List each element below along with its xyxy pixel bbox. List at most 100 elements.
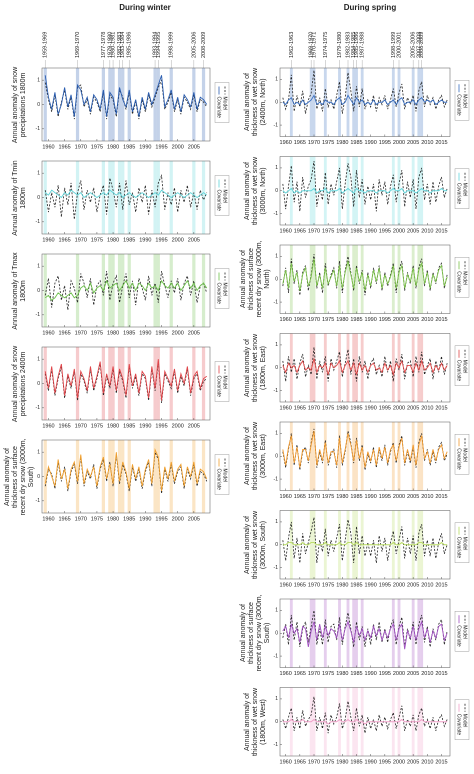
x-tick-label: 1960 xyxy=(280,671,292,677)
covariate-line xyxy=(282,187,448,194)
x-tick-label: 2005 xyxy=(407,140,419,146)
x-tick-label: 1990 xyxy=(365,405,377,411)
highlight-band xyxy=(309,510,313,579)
highlight-band xyxy=(121,440,125,513)
x-tick-label: 2010 xyxy=(421,228,433,234)
x-tick-label: 1965 xyxy=(294,140,306,146)
x-tick-label: 1985 xyxy=(350,317,362,323)
covariate-line xyxy=(44,189,208,199)
y-tick-label: -1 xyxy=(274,742,279,748)
period-label: 2005-2006 xyxy=(191,32,197,58)
x-tick-label: 1960 xyxy=(42,516,54,522)
highlight-band xyxy=(156,161,160,234)
legend-label: Covariate xyxy=(456,448,462,470)
x-tick-label: 2000 xyxy=(172,144,184,150)
highlight-band xyxy=(169,254,173,327)
highlight-band xyxy=(323,245,327,314)
x-tick-label: 2010 xyxy=(421,582,433,588)
highlight-band xyxy=(127,254,131,327)
highlight-band xyxy=(101,161,105,234)
x-tick-label: 2015 xyxy=(435,582,447,588)
x-tick-label: 1980 xyxy=(107,144,119,150)
highlight-band xyxy=(121,68,125,141)
column-title: During spring xyxy=(344,3,397,12)
x-tick-label: 1965 xyxy=(294,317,306,323)
x-tick-label: 2010 xyxy=(421,405,433,411)
x-tick-label: 1980 xyxy=(336,759,348,765)
highlight-band xyxy=(312,687,316,756)
highlight-band xyxy=(323,510,327,579)
highlight-band xyxy=(108,440,112,513)
highlight-band xyxy=(101,347,105,420)
x-tick-label: 2015 xyxy=(435,405,447,411)
x-tick-label: 1985 xyxy=(123,144,135,150)
x-tick-label: 1970 xyxy=(75,516,87,522)
y-tick-label: -1 xyxy=(274,122,279,128)
period-label: 2007-2008 xyxy=(416,32,422,58)
legend-label: Model xyxy=(462,271,468,285)
highlight-band xyxy=(169,347,173,420)
highlight-band xyxy=(352,333,356,402)
highlight-band xyxy=(192,254,196,327)
highlight-band xyxy=(75,347,80,420)
highlight-band xyxy=(411,599,415,668)
x-tick-label: 1970 xyxy=(75,237,87,243)
period-label: 1974-1975 xyxy=(323,32,329,58)
x-tick-label: 1980 xyxy=(107,237,119,243)
highlight-band xyxy=(397,422,401,491)
plot-frame xyxy=(41,439,211,514)
x-tick-label: 2005 xyxy=(407,228,419,234)
y-tick-label: 0 xyxy=(37,381,40,387)
highlight-band xyxy=(153,161,157,234)
highlight-band xyxy=(391,245,395,314)
x-tick-label: 1985 xyxy=(350,405,362,411)
highlight-band xyxy=(391,156,395,225)
highlight-band xyxy=(111,68,115,141)
y-axis-label: Annual anomaly of thickness of wet snow … xyxy=(244,687,267,756)
legend-box xyxy=(214,361,230,402)
y-tick-label: 0 xyxy=(275,277,278,283)
highlight-band xyxy=(355,156,358,225)
x-tick-label: 1970 xyxy=(308,317,320,323)
highlight-band xyxy=(346,510,350,579)
x-tick-label: 1990 xyxy=(365,317,377,323)
x-tick-label: 1990 xyxy=(365,494,377,500)
x-tick-label: 1970 xyxy=(308,494,320,500)
legend-label: Model xyxy=(462,625,468,639)
x-tick-label: 2005 xyxy=(188,423,200,429)
highlight-band xyxy=(192,440,196,513)
period-label: 1969-1970 xyxy=(75,32,81,58)
period-label: 1982-1983 xyxy=(117,32,123,58)
x-tick-label: 2000 xyxy=(393,582,405,588)
highlight-band xyxy=(201,254,206,327)
legend-box xyxy=(454,522,470,563)
x-tick-label: 1980 xyxy=(336,228,348,234)
highlight-band xyxy=(121,254,125,327)
y-tick-label: -1 xyxy=(274,211,279,217)
highlight-band xyxy=(121,347,125,420)
highlight-band xyxy=(346,687,350,756)
highlight-band xyxy=(391,422,395,491)
highlight-band xyxy=(338,687,341,756)
x-tick-label: 1990 xyxy=(365,671,377,677)
highlight-band xyxy=(411,245,415,314)
x-tick-label: 1965 xyxy=(58,330,70,336)
highlight-band xyxy=(75,440,80,513)
highlight-band xyxy=(352,245,356,314)
legend-label: Covariate xyxy=(456,94,462,116)
model-line xyxy=(282,347,448,382)
period-label: 1984-1985 xyxy=(351,32,357,58)
covariate-line xyxy=(282,718,448,725)
y-tick-label: 0 xyxy=(37,102,40,108)
highlight-band xyxy=(312,599,316,668)
highlight-band xyxy=(43,254,47,327)
x-tick-label: 2000 xyxy=(393,405,405,411)
covariate-line xyxy=(44,359,208,401)
highlight-band xyxy=(127,161,131,234)
highlight-band xyxy=(192,68,196,141)
legend-label: Covariate xyxy=(456,183,462,205)
legend-label: Model xyxy=(462,714,468,728)
x-tick-label: 1990 xyxy=(139,144,151,150)
highlight-band xyxy=(338,68,341,137)
highlight-band xyxy=(108,254,112,327)
